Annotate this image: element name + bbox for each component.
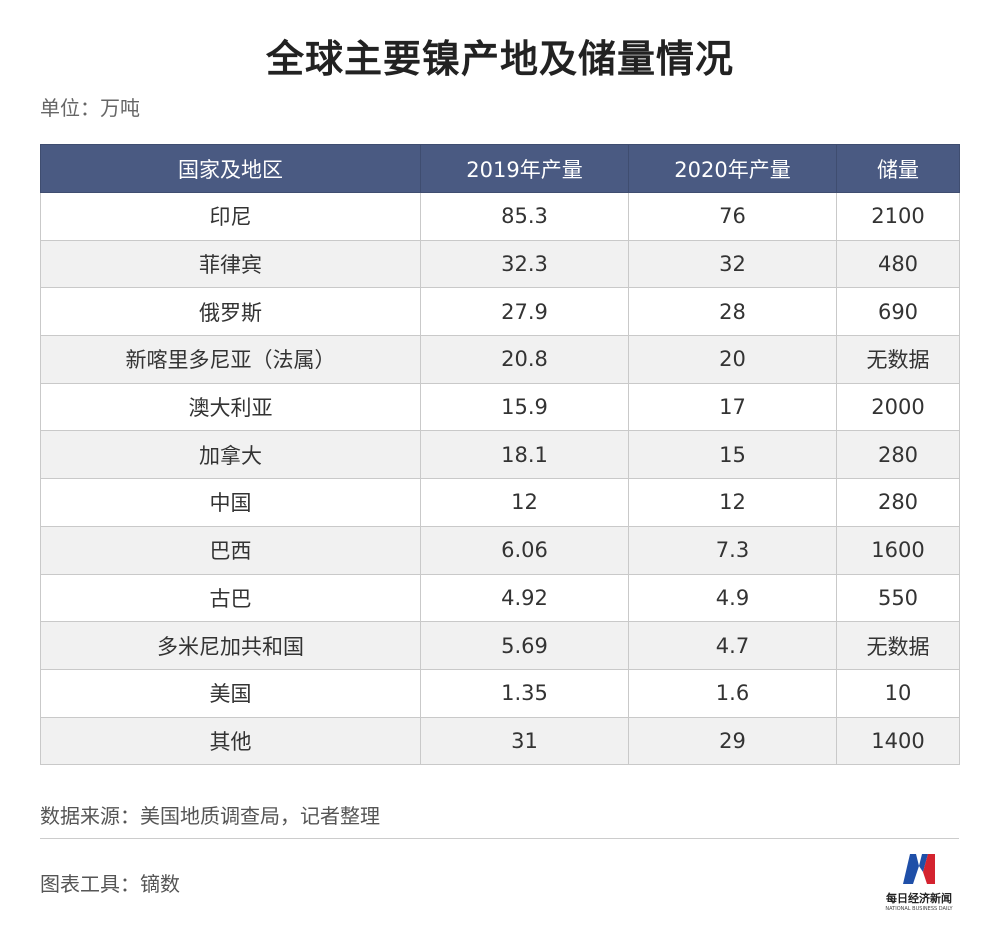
table-row: 古巴 4.92 4.9 550 [40,573,960,623]
cell-reserves: 1400 [836,716,960,766]
cell-reserves: 无数据 [836,621,960,670]
cell-region: 美国 [40,668,421,718]
table-row: 其他 31 29 1400 [40,716,960,766]
cell-production-2020: 12 [628,478,837,527]
cell-production-2019: 32.3 [420,239,629,289]
cell-production-2019: 85.3 [420,192,629,241]
cell-production-2020: 29 [628,716,837,766]
cell-region: 巴西 [40,525,421,575]
nickel-table: 国家及地区 2019年产量 2020年产量 储量 印尼 85.3 76 2100 菲律宾… [40,144,960,766]
table-row: 澳大利亚 15.9 17 2000 [40,382,960,432]
table-row: 印尼 85.3 76 2100 [40,192,960,241]
cell-production-2020: 20 [628,335,837,384]
column-header-2019: 2019年产量 [420,144,629,193]
table-row: 菲律宾 32.3 32 480 [40,239,960,289]
cell-production-2020: 32 [628,239,837,289]
table-row: 中国 12 12 280 [40,478,960,527]
cell-production-2020: 7.3 [628,525,837,575]
cell-reserves: 550 [836,573,960,623]
cell-production-2020: 4.9 [628,573,837,623]
cell-reserves: 无数据 [836,335,960,384]
cell-production-2019: 4.92 [420,573,629,623]
table-row: 新喀里多尼亚（法属） 20.8 20 无数据 [40,335,960,384]
table-row: 美国 1.35 1.6 10 [40,668,960,718]
cell-region: 菲律宾 [40,239,421,289]
cell-production-2020: 76 [628,192,837,241]
cell-region: 印尼 [40,192,421,241]
cell-production-2019: 6.06 [420,525,629,575]
cell-production-2020: 28 [628,287,837,337]
cell-production-2019: 1.35 [420,668,629,718]
table-row: 加拿大 18.1 15 280 [40,430,960,480]
cell-region: 俄罗斯 [40,287,421,337]
cell-production-2019: 15.9 [420,382,629,432]
column-header-reserves: 储量 [836,144,960,193]
cell-production-2020: 1.6 [628,668,837,718]
cell-reserves: 480 [836,239,960,289]
logo-chinese-text: 每日经济新闻 [886,892,952,905]
cell-region: 加拿大 [40,430,421,480]
table-row: 巴西 6.06 7.3 1600 [40,525,960,575]
cell-production-2019: 5.69 [420,621,629,670]
cell-reserves: 280 [836,478,960,527]
cell-reserves: 690 [836,287,960,337]
cell-region: 澳大利亚 [40,382,421,432]
data-source-note: 数据来源：美国地质调查局，记者整理 [40,804,380,828]
cell-production-2019: 31 [420,716,629,766]
column-header-2020: 2020年产量 [628,144,837,193]
table-row: 多米尼加共和国 5.69 4.7 无数据 [40,621,960,670]
table-row: 俄罗斯 27.9 28 690 [40,287,960,337]
unit-label: 单位：万吨 [40,96,140,120]
cell-production-2020: 4.7 [628,621,837,670]
cell-region: 古巴 [40,573,421,623]
cell-region: 中国 [40,478,421,527]
cell-production-2019: 27.9 [420,287,629,337]
cell-production-2019: 12 [420,478,629,527]
cell-reserves: 1600 [836,525,960,575]
logo-english-text: NATIONAL BUSINESS DAILY [885,906,953,912]
cell-region: 其他 [40,716,421,766]
cell-reserves: 2100 [836,192,960,241]
cell-reserves: 2000 [836,382,960,432]
cell-production-2020: 17 [628,382,837,432]
cell-region: 新喀里多尼亚（法属） [40,335,421,384]
footer-divider [40,838,959,839]
nbd-logo-icon [903,854,935,884]
cell-reserves: 10 [836,668,960,718]
cell-production-2019: 18.1 [420,430,629,480]
cell-production-2019: 20.8 [420,335,629,384]
table-body: 印尼 85.3 76 2100 菲律宾 32.3 32 480 俄罗斯 27.9 28 690 新喀里多… [40,192,960,766]
chart-tool-note: 图表工具：镝数 [40,872,180,896]
cell-production-2020: 15 [628,430,837,480]
brand-logo: 每日经济新闻 NATIONAL BUSINESS DAILY [876,852,962,922]
column-header-region: 国家及地区 [40,144,421,193]
table-header-row: 国家及地区 2019年产量 2020年产量 储量 [40,144,960,193]
cell-reserves: 280 [836,430,960,480]
page-title: 全球主要镍产地及储量情况 [265,37,734,81]
data-table-container: 国家及地区 2019年产量 2020年产量 储量 印尼 85.3 76 2100 菲律宾… [40,144,960,766]
cell-region: 多米尼加共和国 [40,621,421,670]
